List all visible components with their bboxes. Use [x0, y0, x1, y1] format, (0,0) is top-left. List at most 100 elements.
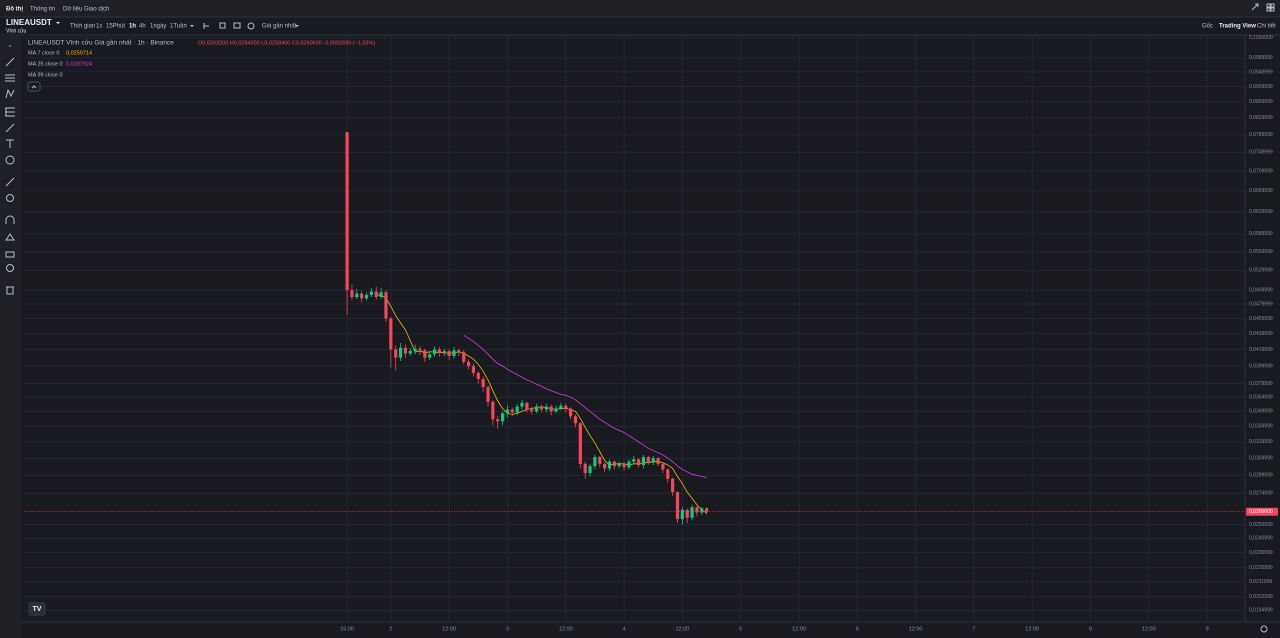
parallel-tool[interactable]	[5, 74, 15, 82]
candle-body	[530, 409, 534, 412]
candle-body	[364, 294, 369, 299]
expand-icon[interactable]	[1251, 3, 1259, 11]
candle-body	[622, 463, 626, 468]
grid-icon[interactable]	[1266, 3, 1271, 8]
candle-body	[525, 402, 529, 410]
candle-body	[671, 478, 675, 493]
candle-body	[360, 293, 364, 299]
zoom-tool[interactable]	[6, 194, 14, 202]
candle-body	[491, 401, 495, 420]
y-tick-label: 0,0669999	[1249, 188, 1273, 194]
x-tick-label: 12:00	[1025, 626, 1039, 632]
candle-body	[598, 457, 602, 464]
candle-body	[544, 406, 548, 410]
grid-icon[interactable]	[1270, 3, 1275, 8]
grid-icon[interactable]	[1266, 7, 1271, 12]
candle-body	[466, 361, 471, 367]
view-mode[interactable]: Trading View	[1219, 24, 1256, 30]
view-mode[interactable]: Gốc	[1202, 24, 1213, 30]
cursor-tool[interactable]	[9, 45, 11, 47]
camera-icon[interactable]	[233, 22, 241, 29]
y-tick-label: 0,0749999	[1249, 150, 1273, 156]
trend-line-tool[interactable]	[5, 57, 15, 67]
tab[interactable]: Thông tin	[30, 7, 55, 13]
candle-body	[500, 413, 505, 422]
candle-body	[627, 461, 631, 468]
stay-drawing-tool[interactable]	[5, 233, 15, 241]
interval[interactable]: 15Phút	[106, 24, 125, 30]
toolbar-icons	[203, 22, 255, 30]
interval[interactable]: 1h	[129, 24, 136, 30]
candle-body	[612, 461, 616, 467]
x-tick-label: 6	[856, 626, 859, 632]
lock-tool[interactable]	[5, 251, 15, 258]
candle-body	[680, 509, 684, 520]
y-tick-label: 0,0274999	[1249, 491, 1273, 497]
settings-icon[interactable]	[247, 22, 255, 30]
y-tick-label: 0,0211999	[1249, 579, 1272, 585]
y-tick-label: 0,0989999	[1249, 55, 1273, 61]
layout-icon[interactable]	[219, 22, 226, 29]
tv-logo	[28, 602, 46, 616]
y-tick-label: 0,0419999	[1249, 347, 1273, 353]
tab[interactable]: Dữ liệu Giao dịch	[63, 7, 109, 13]
candle-body	[564, 405, 568, 409]
candle-body	[583, 463, 587, 474]
interval[interactable]: 1ngày	[150, 24, 166, 30]
symbol-name[interactable]: LINEAUSDT	[6, 18, 52, 27]
y-tick-label: 0,0869999	[1249, 99, 1273, 105]
grid-icon[interactable]	[1270, 7, 1275, 12]
candle-body	[554, 408, 558, 412]
candle-body	[646, 457, 650, 463]
y-tick-label: 0,0399999	[1249, 363, 1273, 369]
candle-body	[534, 406, 539, 412]
view-mode[interactable]: Chi tiết	[1257, 24, 1276, 30]
pattern-tool[interactable]	[5, 88, 15, 99]
collapse-icon[interactable]	[31, 85, 37, 89]
hide-tool[interactable]	[6, 264, 14, 272]
magnet-tool[interactable]	[5, 215, 15, 224]
chart-title: LINEAUSDT Vĩnh cửu Giá gần nhất · 1h · B…	[28, 38, 174, 47]
candle-body	[637, 459, 641, 465]
last-price-label: 0,0260600	[1249, 509, 1273, 515]
emoji-tool[interactable]	[5, 155, 15, 165]
candle-body	[539, 406, 544, 410]
interval[interactable]: 4h	[139, 24, 146, 30]
candle-body	[398, 347, 403, 358]
x-tick-label: 12:00	[1142, 626, 1156, 632]
y-tick-label: 0,0589999	[1249, 231, 1273, 237]
candle-body	[588, 466, 592, 474]
dropdown-arrow[interactable]	[190, 25, 194, 27]
axis-settings[interactable]	[1260, 625, 1268, 633]
fib-tool[interactable]	[5, 107, 15, 117]
y-tick-label: 0,0909999	[1249, 84, 1273, 90]
indicator-icon[interactable]	[203, 23, 209, 29]
y-tick-label: 0,1050000	[1249, 35, 1273, 41]
y-tick-label: 0,0789999	[1249, 132, 1273, 138]
legend-name: MA 7 close 0	[28, 50, 60, 56]
interval[interactable]: 1s	[96, 24, 102, 30]
candle-body	[374, 291, 378, 298]
candle-body	[369, 291, 373, 295]
interval[interactable]: 1Tuần	[170, 24, 187, 30]
x-tick-label: 12:00	[559, 626, 573, 632]
dropdown-arrow[interactable]	[295, 25, 299, 27]
x-tick-label: 12:00	[442, 626, 456, 632]
x-tick-label: 12:00	[675, 626, 689, 632]
brush-tool[interactable]	[5, 123, 15, 133]
ohlc-summary: O0,0263200 H0,0264000 L0,0258400 C0,0260…	[198, 40, 375, 46]
y-tick-label: 0,0829999	[1249, 115, 1273, 121]
delete-tool[interactable]	[6, 286, 14, 295]
text-tool[interactable]	[6, 139, 14, 148]
candle-body	[505, 409, 510, 414]
x-tick-label: 8	[1089, 626, 1092, 632]
candle-body	[457, 350, 461, 352]
price-source[interactable]: Giá gần nhất	[262, 24, 297, 30]
y-tick-label: 0,0240999	[1249, 536, 1273, 542]
measure-tool[interactable]	[5, 177, 15, 187]
candle-body	[617, 463, 621, 467]
dropdown-arrow[interactable]	[56, 22, 60, 24]
tab[interactable]: Đồ thị	[6, 7, 23, 13]
collapse-button[interactable]	[27, 81, 41, 92]
